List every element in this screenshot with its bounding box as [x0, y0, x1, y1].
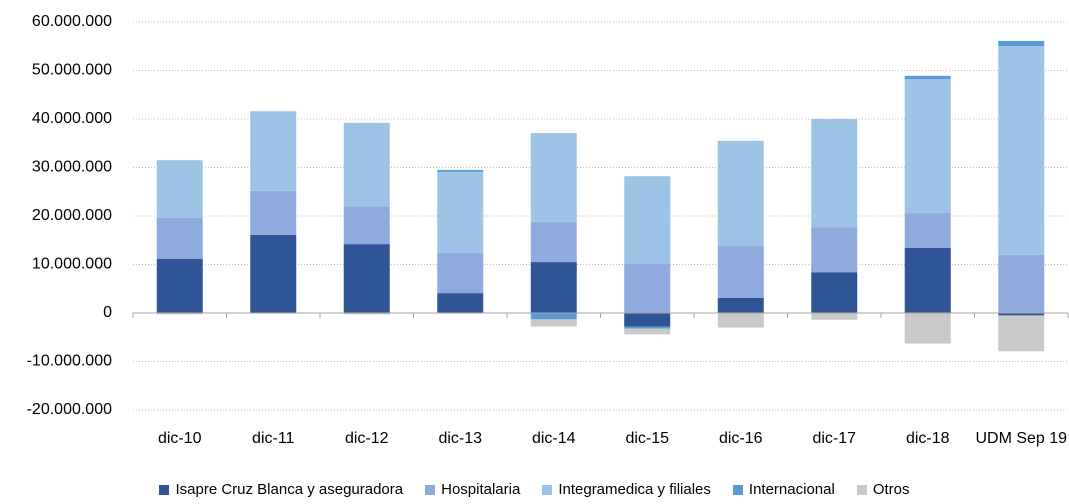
bar-segment: [437, 169, 484, 172]
bar-segment: [624, 264, 671, 313]
bar-segment: [343, 313, 390, 315]
bar-segment: [530, 262, 577, 313]
x-tick-label: dic-18: [905, 430, 950, 447]
bar-segment: [904, 213, 951, 249]
legend-item: Hospitalaria: [425, 481, 520, 498]
bar-segment: [904, 79, 951, 214]
bar-segment: [437, 252, 484, 294]
bar-segment: [811, 272, 858, 313]
bar-segment: [156, 217, 203, 259]
bar-segment: [904, 313, 951, 344]
bar-segment: [904, 248, 951, 313]
bar-segment: [343, 122, 390, 207]
bar-segment: [717, 313, 764, 328]
bar-segment: [156, 313, 203, 315]
bar-segment: [437, 293, 484, 313]
bar-segment: [437, 171, 484, 253]
legend-item: Integramedica y filiales: [542, 481, 711, 498]
chart: -20.000.000 -10.000.000 0 10.000.000 20.000.…: [27, 13, 1069, 418]
legend: Isapre Cruz Blanca y aseguradora Hospital…: [0, 481, 1069, 498]
bar-segment: [998, 254, 1045, 313]
x-tick-label: dic-10: [157, 430, 202, 447]
legend-label: Hospitalaria: [441, 481, 521, 498]
bar-segment: [250, 234, 297, 313]
y-tick-label: 40.000.000: [32, 110, 112, 127]
legend-label: Isapre Cruz Blanca y aseguradora: [175, 481, 404, 498]
bar-segment: [998, 313, 1045, 316]
bar-segment: [998, 315, 1045, 352]
bar-segment: [811, 119, 858, 228]
y-tick-label: 30.000.000: [32, 159, 112, 176]
x-tick-label: dic-13: [438, 430, 483, 447]
bar-segment: [343, 244, 390, 313]
bar-segment: [530, 319, 577, 327]
bar-segment: [530, 133, 577, 222]
y-tick-label: 0: [103, 304, 112, 321]
legend-label: Internacional: [748, 481, 835, 498]
y-tick-label: 50.000.000: [32, 62, 112, 79]
bar-segment: [624, 176, 671, 265]
legend-item: Otros: [856, 481, 910, 498]
bar-segment: [250, 111, 297, 191]
legend-label: Otros: [872, 481, 910, 498]
legend-swatch: [732, 484, 743, 495]
x-tick-label: dic-14: [531, 430, 576, 447]
legend-label: Integramedica y filiales: [558, 481, 711, 498]
legend-swatch: [425, 484, 436, 495]
x-tick-label: dic-15: [625, 430, 670, 447]
legend-swatch: [856, 484, 867, 495]
bar-segment: [624, 313, 671, 327]
y-tick-label: 60.000.000: [32, 13, 112, 30]
bar-segment: [904, 75, 951, 80]
bar-segment: [717, 140, 764, 247]
bar-segment: [998, 46, 1045, 255]
y-tick-label: 20.000.000: [32, 207, 112, 224]
bar-segment: [998, 40, 1045, 47]
x-tick-label: dic-17: [812, 430, 857, 447]
y-tick-label: 10.000.000: [32, 256, 112, 273]
bar-segment: [156, 258, 203, 313]
bar-segment: [530, 221, 577, 263]
bar-segment: [624, 328, 671, 335]
legend-item: Internacional: [732, 481, 835, 498]
bar-segment: [250, 190, 297, 235]
x-tick-label: dic-11: [252, 430, 295, 447]
x-tick-label: UDM Sep 19: [975, 430, 1068, 447]
y-tick-label: -20.000.000: [27, 401, 113, 418]
legend-swatch: [159, 484, 170, 495]
bar-segment: [156, 160, 203, 218]
bar-segment: [624, 326, 671, 329]
y-tick-label: -10.000.000: [27, 353, 113, 370]
bar-segment: [811, 227, 858, 273]
legend-swatch: [542, 484, 553, 495]
legend-item: Isapre Cruz Blanca y aseguradora: [159, 481, 403, 498]
bar-segment: [343, 206, 390, 245]
bar-segment: [717, 297, 764, 313]
bar-segment: [717, 246, 764, 298]
bar-segment: [811, 313, 858, 320]
x-tick-label: dic-16: [718, 430, 763, 447]
bar-segment: [530, 313, 577, 320]
x-tick-label: dic-12: [344, 430, 389, 447]
